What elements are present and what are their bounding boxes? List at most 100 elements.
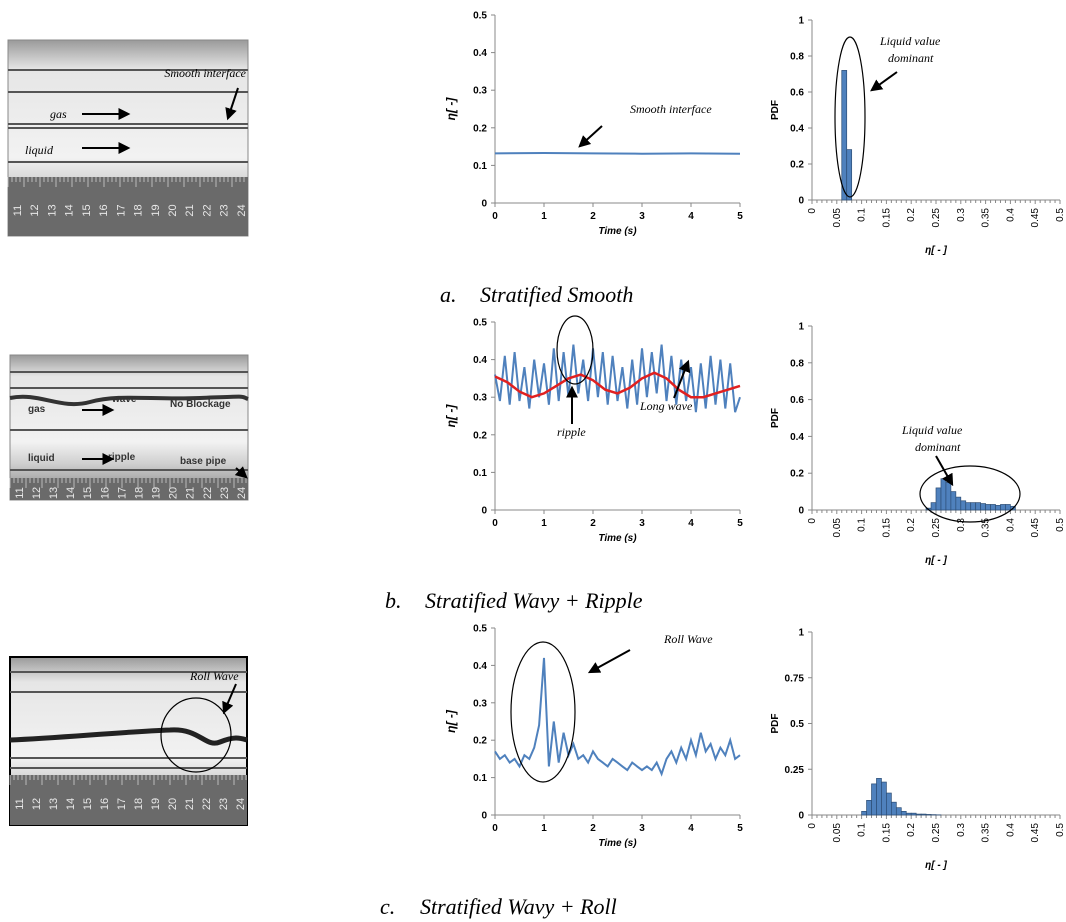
y-axis-label: PDF: [770, 714, 781, 734]
ruler-number: 19: [151, 487, 163, 499]
histogram-bar: [970, 502, 977, 511]
ruler-number: 18: [133, 204, 145, 216]
photo-label: wave: [111, 394, 137, 405]
x-tick-label: 0.4: [1005, 823, 1016, 837]
ruler-number: 21: [184, 204, 196, 216]
histogram-bar: [925, 814, 932, 816]
y-tick-label: 0.3: [473, 698, 487, 709]
x-tick-label: 0.35: [981, 518, 992, 538]
annotation-ellipse: [834, 36, 866, 198]
y-tick-label: 0: [481, 506, 487, 517]
histogram-bar: [975, 502, 981, 511]
photo-label: liquid: [25, 143, 54, 157]
photo-label: No Blockage: [170, 399, 231, 410]
ruler-number: 20: [167, 798, 179, 810]
y-tick-label: 0: [481, 199, 487, 210]
histogram-bar: [955, 496, 962, 511]
histogram-bar: [895, 807, 902, 816]
histogram-bar: [945, 482, 952, 511]
histogram-bar: [841, 70, 848, 201]
histogram-bar: [891, 801, 897, 816]
x-tick-label: 2: [590, 823, 596, 834]
ruler-number: 24: [235, 798, 247, 810]
ruler: [8, 177, 248, 236]
x-tick-label: 0.15: [881, 823, 892, 843]
ruler-number: 11: [14, 487, 26, 498]
x-tick-label: 0.4: [1005, 208, 1016, 222]
histogram-bar: [871, 783, 877, 816]
histogram-bar: [876, 778, 882, 816]
histogram-bar: [881, 781, 887, 816]
y-tick-label: 0.4: [473, 48, 487, 59]
y-tick-label: 0.75: [785, 673, 805, 684]
arrow: [587, 649, 631, 674]
annotation: Roll Wave: [663, 632, 713, 646]
ruler-number: 22: [201, 204, 213, 216]
caption-letter: b.: [385, 588, 402, 613]
caption-text: Stratified Wavy + Ripple: [425, 588, 643, 613]
x-tick-label: 0: [492, 518, 498, 529]
x-tick-label: 1: [541, 211, 547, 222]
histogram-bar: [930, 502, 937, 511]
x-tick-label: 0.2: [906, 208, 917, 222]
photo-label: gas: [50, 107, 67, 121]
ruler-number: 16: [99, 487, 111, 499]
y-tick-label: 0.5: [473, 318, 487, 329]
x-axis-label: Time (s): [598, 533, 637, 544]
y-tick-label: 0: [481, 811, 487, 822]
histogram-bar: [940, 478, 947, 511]
y-tick-label: 0.2: [790, 160, 804, 171]
x-tick-label: 0.3: [956, 518, 967, 532]
histogram-bar: [905, 812, 912, 816]
x-tick-label: 3: [639, 518, 645, 529]
caption-text: Stratified Smooth: [480, 282, 633, 307]
histogram-bar: [1000, 504, 1006, 511]
ruler-number: 17: [116, 798, 128, 810]
x-tick-label: 0: [492, 823, 498, 834]
caption-text: Stratified Wavy + Roll: [420, 894, 617, 919]
ruler-number: 19: [150, 204, 162, 216]
histogram-bar: [910, 812, 917, 816]
x-tick-label: 0.2: [906, 823, 917, 837]
ruler: [10, 775, 247, 825]
histogram-bar: [886, 792, 892, 816]
x-tick-label: 1: [541, 823, 547, 834]
ruler-number: 15: [81, 204, 93, 216]
x-tick-label: 0.3: [956, 208, 967, 222]
x-tick-label: 5: [737, 823, 743, 834]
x-tick-label: 2: [590, 211, 596, 222]
histogram-bar: [935, 487, 942, 511]
y-tick-label: 0.1: [473, 161, 487, 172]
data-line: [494, 657, 741, 777]
ruler-number: 13: [46, 204, 58, 216]
x-tick-label: 0.45: [1030, 208, 1041, 228]
ruler-number: 20: [167, 204, 179, 216]
photo-label: ripple: [108, 452, 136, 463]
y-tick-label: 0.1: [473, 468, 487, 479]
arrow: [870, 71, 898, 92]
x-tick-label: 4: [688, 211, 694, 222]
y-tick-label: 0.4: [473, 355, 487, 366]
ruler-number: 11: [12, 205, 24, 216]
arrow: [935, 455, 954, 487]
arrow: [673, 359, 691, 399]
ruler-number: 17: [116, 487, 128, 499]
x-tick-label: 0.4: [1005, 518, 1016, 532]
photo-label: liquid: [28, 453, 55, 464]
y-tick-label: 0.6: [790, 395, 804, 406]
y-tick-label: 0.2: [473, 430, 487, 441]
ruler-number: 18: [133, 487, 145, 499]
histogram-bar: [985, 504, 991, 511]
data-line: [494, 371, 741, 399]
x-tick-label: 0.45: [1030, 823, 1041, 843]
ruler-number: 22: [201, 798, 213, 810]
y-axis-label: η[ -]: [444, 709, 458, 733]
ruler-number: 24: [236, 204, 248, 216]
y-tick-label: 1: [798, 628, 804, 639]
histogram-bar: [920, 813, 927, 816]
x-tick-label: 0: [492, 211, 498, 222]
arrow: [234, 466, 248, 479]
ruler-number: 14: [64, 204, 76, 216]
annotation: Liquid value: [879, 34, 941, 48]
histogram-bar: [995, 505, 1001, 511]
